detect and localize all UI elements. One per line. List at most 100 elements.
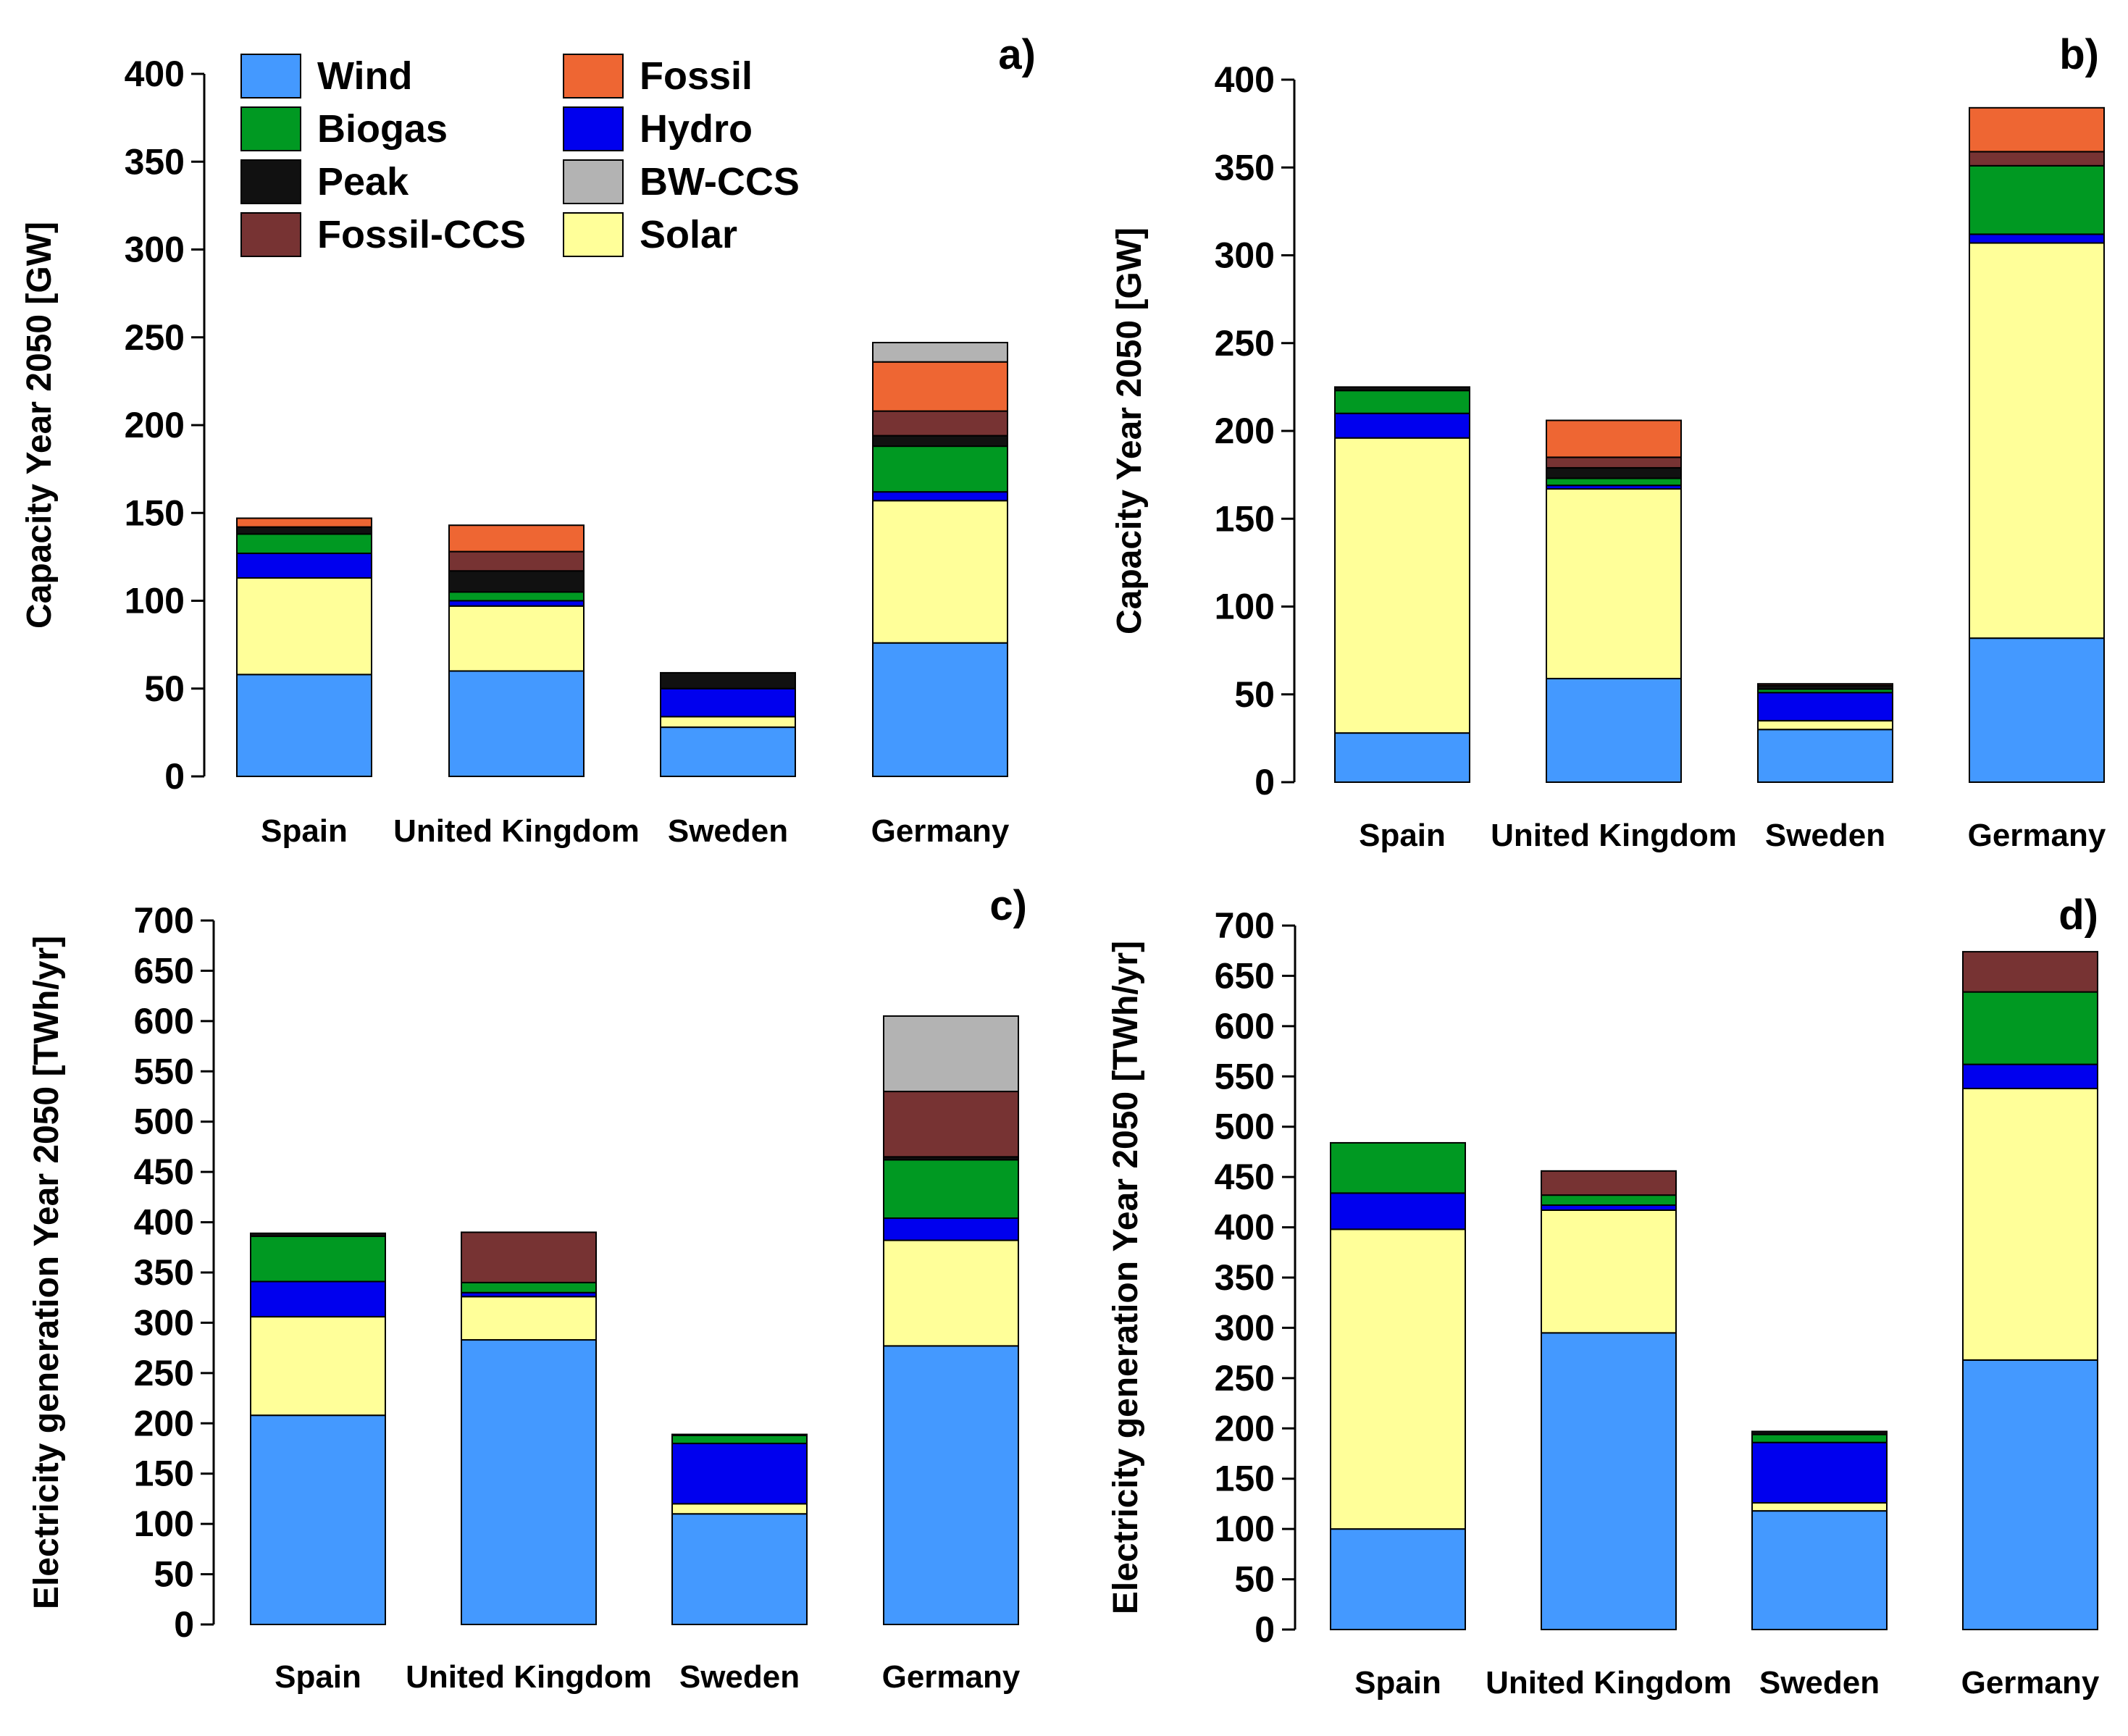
bar-spain-wind	[250, 1414, 386, 1625]
panel-label: b)	[2059, 31, 2099, 78]
bar-germany-solar	[883, 1239, 1019, 1347]
bar-germany-hydro	[1969, 233, 2105, 244]
bar-spain-solar	[1334, 437, 1470, 734]
legend-swatch	[240, 159, 301, 204]
bar-germany-bw-ccs	[872, 342, 1008, 363]
legend-label: Solar	[640, 213, 737, 256]
y-tick-label: 150	[1215, 1459, 1275, 1499]
bar-germany-wind	[1969, 637, 2105, 784]
x-category-label: Germany	[882, 1659, 1021, 1695]
bar-spain-biogas	[1330, 1141, 1466, 1194]
panel-b-capacity: 0 50 100 150 200 250 300 350 400 Spain United King…	[1110, 31, 2106, 853]
legend-swatch	[563, 54, 624, 98]
legend-item-bw-ccs: BW-CCS	[563, 159, 800, 204]
bar-stack-sweden	[1757, 683, 1893, 783]
bar-united-kingdom-hydro	[1541, 1204, 1677, 1211]
bar-germany-wind	[883, 1345, 1019, 1625]
x-category-label: Sweden	[679, 1659, 800, 1695]
bar-stack-united-kingdom	[461, 1231, 597, 1626]
bar-sweden-solar	[1751, 1502, 1888, 1512]
bar-spain-fossil	[236, 517, 372, 528]
legend-label: Hydro	[640, 107, 753, 151]
panel-a-capacity: 0 50 100 150 200 250 300 350 400 Spain United King…	[20, 31, 1036, 849]
bar-united-kingdom-fossil-ccs	[1541, 1170, 1677, 1196]
bar-stack-sweden	[671, 1433, 808, 1625]
y-tick-label: 150	[1215, 498, 1275, 539]
bar-united-kingdom-fossil	[1546, 419, 1682, 458]
x-category-label: United Kingdom	[393, 813, 640, 849]
y-tick-label: 600	[134, 1001, 194, 1041]
bar-united-kingdom-wind	[1541, 1332, 1677, 1631]
panel-label: c)	[989, 882, 1027, 929]
legend-item-peak: Peak	[240, 159, 409, 204]
bar-germany-fossil-ccs	[872, 410, 1008, 437]
x-category-label: United Kingdom	[1486, 1665, 1732, 1701]
bar-spain-peak	[250, 1232, 386, 1238]
y-tick-label: 50	[1234, 674, 1275, 715]
legend-label: Fossil	[640, 54, 753, 98]
x-category-label: Germany	[871, 813, 1010, 849]
x-category-label: Sweden	[668, 813, 788, 849]
legend-swatch	[240, 106, 301, 151]
legend-swatch	[563, 212, 624, 257]
y-tick-label: 350	[1215, 1257, 1275, 1298]
bar-germany-wind	[872, 642, 1008, 778]
bar-sweden-biogas	[671, 1434, 808, 1445]
bar-united-kingdom-biogas	[1546, 477, 1682, 487]
y-tick-label: 300	[125, 230, 185, 270]
y-tick-label: 350	[125, 141, 185, 182]
bar-stack-sweden	[1751, 1430, 1888, 1631]
y-tick-label: 400	[1215, 1207, 1275, 1248]
bar-germany-fossil-ccs	[1962, 951, 2098, 993]
bar-germany-biogas	[883, 1159, 1019, 1220]
x-category-label: United Kingdom	[1491, 818, 1737, 853]
bar-united-kingdom-hydro	[448, 600, 585, 607]
bar-spain-peak	[236, 526, 372, 535]
bar-sweden-wind	[1751, 1510, 1888, 1631]
bar-germany-biogas	[872, 445, 1008, 493]
bar-sweden-solar	[660, 716, 796, 729]
y-tick-label: 250	[1215, 1358, 1275, 1399]
bar-stack-sweden	[660, 671, 796, 777]
y-tick-label: 0	[1254, 1609, 1275, 1650]
y-axis-title: Electricity generation Year 2050 [TWh/yr…	[1107, 941, 1145, 1614]
y-tick-label: 300	[134, 1302, 194, 1343]
y-tick-label: 450	[134, 1152, 194, 1192]
bar-stack-germany	[883, 1015, 1019, 1625]
x-category-label: United Kingdom	[406, 1659, 652, 1695]
legend-item-biogas: Biogas	[240, 106, 448, 151]
y-tick-label: 650	[1215, 955, 1275, 996]
y-tick-label: 0	[1254, 762, 1275, 802]
bar-germany-biogas	[1969, 164, 2105, 235]
y-tick-label: 300	[1215, 235, 1275, 276]
bar-united-kingdom-peak	[448, 570, 585, 593]
y-tick-label: 50	[1234, 1559, 1275, 1600]
bar-sweden-wind	[671, 1513, 808, 1625]
legend-swatch	[240, 212, 301, 257]
y-tick-label: 700	[1215, 905, 1275, 946]
bar-united-kingdom-solar	[1541, 1209, 1677, 1334]
bar-spain-biogas	[236, 533, 372, 555]
legend-label: Wind	[317, 54, 412, 98]
bar-germany-fossil-ccs	[1969, 151, 2105, 167]
y-tick-label: 550	[1215, 1056, 1275, 1096]
x-category-label: Sweden	[1759, 1665, 1880, 1701]
y-tick-label: 700	[134, 900, 194, 941]
bar-spain-solar	[1330, 1228, 1466, 1530]
y-tick-label: 50	[154, 1554, 194, 1595]
y-tick-label: 200	[1215, 411, 1275, 451]
y-tick-label: 250	[125, 317, 185, 358]
bar-stack-germany	[872, 342, 1008, 778]
bar-germany-solar	[1969, 242, 2105, 640]
bar-spain-biogas	[250, 1236, 386, 1283]
y-tick-label: 250	[134, 1353, 194, 1393]
bar-united-kingdom-wind	[448, 670, 585, 777]
bar-spain-wind	[1330, 1528, 1466, 1630]
panel-d-generation: 0 50 100 150 200 250 300 350 400 450 500 550 600 650 7…	[1107, 892, 2100, 1701]
bar-spain-biogas	[1334, 390, 1470, 414]
x-category-label: Germany	[1961, 1665, 2100, 1701]
x-category-label: Spain	[261, 813, 348, 849]
bar-sweden-peak	[1751, 1430, 1888, 1435]
bar-united-kingdom-wind	[1546, 677, 1682, 783]
y-tick-label: 200	[125, 405, 185, 445]
